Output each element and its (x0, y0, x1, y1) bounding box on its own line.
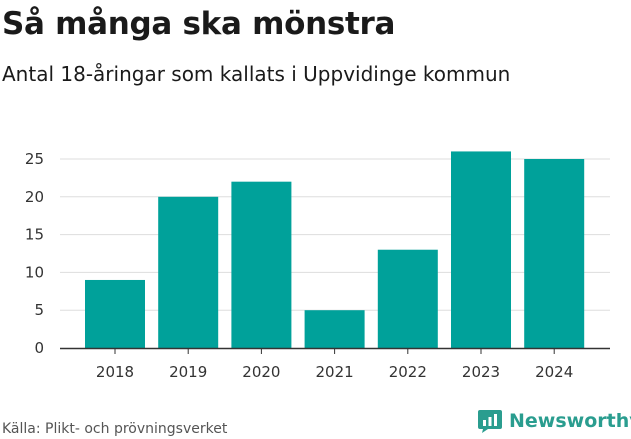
newsworthy-logo-icon (478, 410, 502, 433)
x-tick-label: 2020 (242, 363, 280, 381)
x-tick-label: 2019 (169, 363, 207, 381)
x-tick-label: 2024 (535, 363, 573, 381)
y-tick-label: 5 (34, 301, 44, 319)
bars (85, 151, 585, 348)
source-note: Källa: Plikt- och prövningsverket (2, 421, 228, 437)
brand-name: Newsworthy (509, 410, 631, 432)
x-tick-label: 2018 (96, 363, 134, 381)
x-axis-ticks: 2018 2019 2020 2021 2022 2023 2024 (96, 348, 573, 381)
y-tick-label: 0 (34, 339, 44, 357)
bar-2020 (231, 181, 292, 348)
bar-2023 (451, 151, 511, 348)
bar-2018 (85, 279, 145, 348)
bar-chart: 0 5 10 15 20 25 2018 2019 2020 2021 2022 2023 2024 (25, 150, 610, 381)
bar-2022 (377, 249, 438, 348)
y-axis-ticks: 0 5 10 15 20 25 (25, 150, 44, 357)
bar-2021 (304, 310, 365, 348)
bar-2024 (524, 159, 585, 348)
y-tick-label: 25 (25, 150, 44, 168)
chart-title: Så många ska mönstra (2, 6, 396, 42)
x-tick-label: 2023 (462, 363, 500, 381)
x-tick-label: 2022 (389, 363, 427, 381)
y-tick-label: 15 (25, 226, 44, 244)
y-tick-label: 20 (25, 188, 44, 206)
brand-logo: Newsworthy (477, 408, 631, 434)
x-tick-label: 2021 (316, 363, 354, 381)
bar-2019 (158, 196, 219, 348)
chart-subtitle: Antal 18-åringar som kallats i Uppviding… (2, 62, 511, 86)
y-tick-label: 10 (25, 263, 44, 281)
